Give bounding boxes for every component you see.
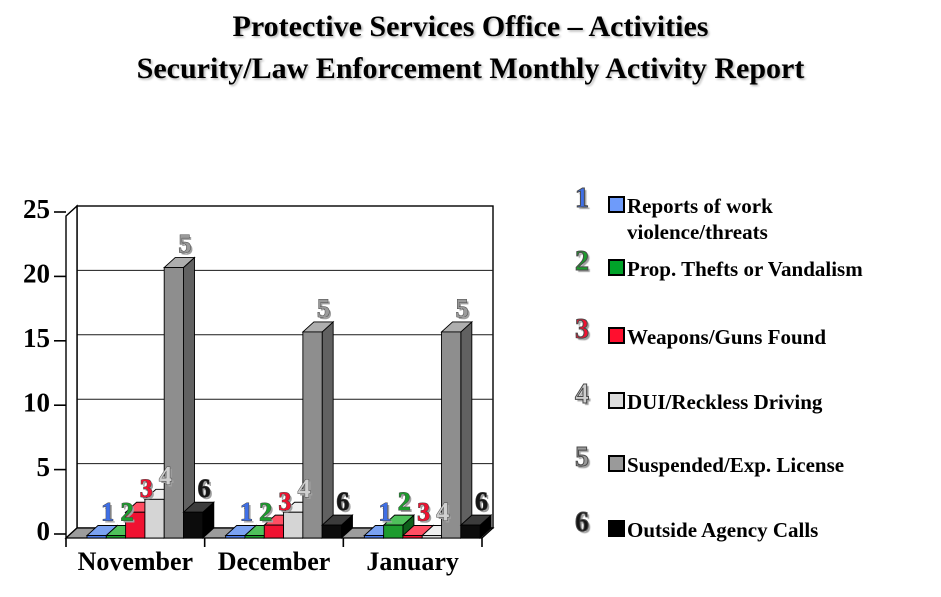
bar-number-shadow: 2	[122, 500, 135, 529]
bar-number-label: 5	[317, 294, 330, 323]
bar-number-shadow: 5	[458, 296, 471, 325]
y-axis-tick-label: 5	[37, 452, 51, 482]
bar-December-series1	[225, 535, 246, 539]
bar-December-series2	[244, 535, 265, 539]
bar-January-series6	[460, 524, 481, 539]
y-axis-tick-label: 0	[37, 516, 51, 546]
bar-number-shadow: 3	[142, 476, 155, 505]
bar-number-shadow: 6	[477, 489, 490, 518]
chart-title: Protective Services Office – Activities …	[0, 6, 941, 90]
bar-December-series6	[321, 524, 342, 539]
bar-number-shadow: 4	[161, 463, 174, 492]
x-axis-label: December	[218, 547, 331, 576]
bar-December-series5	[302, 331, 323, 539]
bar-number-shadow: 2	[400, 489, 413, 518]
bar-number-label: 5	[178, 230, 191, 259]
bar-number-label: 6	[336, 487, 349, 516]
bar-number-shadow: 5	[180, 232, 193, 261]
chart-title-line1: Protective Services Office – Activities	[232, 10, 709, 43]
bar-number-shadow: 4	[300, 476, 313, 505]
x-axis-label: January	[366, 547, 458, 576]
bar-number-label: 1	[101, 498, 114, 527]
bar-number-shadow: 1	[103, 500, 116, 529]
bar-number-shadow: 6	[338, 489, 351, 518]
bar-number-label: 3	[417, 498, 430, 527]
bar-number-shadow: 5	[319, 296, 332, 325]
y-axis-tick-label: 15	[23, 323, 50, 353]
y-axis-tick-label: 25	[23, 194, 50, 224]
bar-number-label: 2	[259, 498, 272, 527]
bar-number-label: 1	[378, 498, 391, 527]
bar-number-shadow: 1	[242, 500, 255, 529]
bar-number-label: 4	[298, 474, 311, 503]
x-axis-label: November	[78, 547, 194, 576]
bar-number-label: 1	[240, 498, 253, 527]
bar-November-series6	[183, 511, 204, 539]
bar-November-series2	[105, 535, 127, 539]
bar-number-label: 4	[159, 461, 172, 490]
bar-number-label: 2	[398, 487, 411, 516]
bar-number-shadow: 3	[419, 500, 432, 529]
bar-number-label: 4	[436, 498, 449, 527]
chart-title-line2: Security/Law Enforcement Monthly Activit…	[136, 52, 805, 85]
bar-November-series5	[163, 267, 184, 539]
bar-side-January-5	[460, 320, 473, 540]
bar-number-label: 6	[475, 487, 488, 516]
y-axis-tick-label: 20	[23, 259, 50, 289]
bar-number-label: 3	[278, 487, 291, 516]
y-axis-tick-label: 10	[23, 387, 50, 417]
bar-number-label: 5	[456, 294, 469, 323]
bar-side-December-5	[321, 320, 334, 540]
bar-number-label: 3	[140, 474, 153, 503]
bar-number-label: 6	[198, 474, 211, 503]
bar-January-series5	[441, 331, 462, 539]
bar-number-shadow: 4	[438, 500, 451, 529]
bar-November-series1	[86, 535, 107, 539]
bar-January-series4	[421, 535, 442, 539]
bar-number-shadow: 2	[261, 500, 274, 529]
bar-number-shadow: 3	[280, 489, 293, 518]
bar-January-series3	[402, 535, 423, 539]
bar-number-shadow: 6	[200, 476, 213, 505]
bar-January-series1	[363, 535, 385, 539]
bar-number-label: 2	[120, 498, 133, 527]
left-wall-slab	[65, 204, 78, 540]
bar-number-shadow: 1	[380, 500, 393, 529]
bar-side-November-5	[183, 256, 195, 540]
plot-back-wall	[76, 205, 494, 529]
bar-January-series2	[383, 524, 404, 539]
